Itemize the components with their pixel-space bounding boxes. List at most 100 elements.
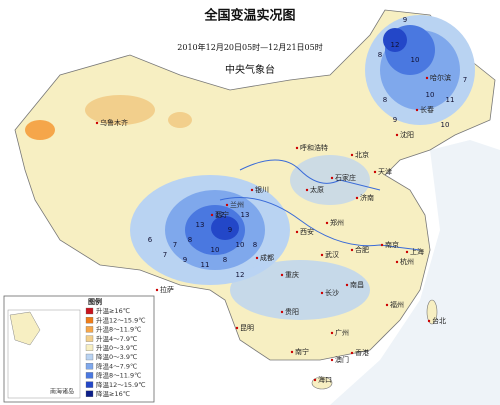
city-name: 杭州 — [400, 257, 414, 266]
city-dot — [295, 146, 299, 150]
city-dot — [350, 351, 354, 355]
map-value: 9 — [393, 116, 397, 124]
city-dot — [290, 350, 294, 354]
map-value: 10 — [426, 91, 435, 99]
map-value: 10 — [236, 241, 245, 249]
city-dot — [325, 221, 329, 225]
subtitle: 2010年12月20日05时—12月21日05时 — [177, 42, 322, 52]
city-dot — [280, 273, 284, 277]
legend-label: 升温≥16℃ — [96, 306, 130, 315]
legend-swatch — [85, 326, 94, 333]
city-name: 昆明 — [240, 324, 254, 332]
city-name: 澳门 — [335, 355, 349, 364]
map-value: 8 — [253, 241, 257, 249]
legend-title: 图例 — [88, 297, 102, 306]
city-name: 海口 — [318, 375, 332, 384]
city-name: 南京 — [385, 240, 399, 249]
city-name: 南昌 — [350, 280, 364, 289]
river — [219, 197, 421, 251]
legend: 南海诸岛 图例 升温≥16℃升温12～15.9℃升温8～11.9℃升温4～7.9… — [3, 295, 155, 403]
city-dot — [380, 243, 384, 247]
city-dot — [320, 253, 324, 257]
city-name: 银川 — [255, 185, 269, 194]
city-dot — [295, 230, 299, 234]
city-name: 南宁 — [295, 347, 309, 356]
inset-label: 南海诸岛 — [50, 388, 74, 396]
hainan — [311, 376, 333, 390]
legend-swatch — [85, 307, 94, 315]
cold-area — [230, 260, 370, 320]
map-value: 8 — [223, 256, 227, 264]
city-name: 北京 — [355, 150, 369, 159]
legend-swatch — [85, 381, 94, 388]
city-dot — [395, 133, 399, 137]
map-value: 7 — [173, 241, 177, 249]
city-dot — [330, 176, 334, 180]
city-name: 济南 — [360, 193, 374, 202]
city-name: 西安 — [300, 227, 314, 236]
city-dot — [415, 108, 419, 112]
legend-swatch — [85, 344, 94, 351]
taiwan — [426, 299, 438, 325]
legend-label: 升温0～3.9℃ — [96, 343, 137, 352]
city-name: 福州 — [390, 300, 404, 309]
city-dot — [320, 291, 324, 295]
city-name: 沈阳 — [400, 130, 414, 139]
city-name: 石家庄 — [335, 173, 356, 182]
legend-label: 降温≥16℃ — [96, 389, 130, 398]
city-name: 上海 — [410, 247, 424, 256]
city-name: 乌鲁木齐 — [100, 118, 128, 127]
legend-swatch — [85, 372, 94, 379]
city-name: 台北 — [432, 316, 446, 325]
city-name: 重庆 — [285, 270, 299, 279]
city-name: 郑州 — [330, 219, 344, 227]
city-dot — [155, 288, 159, 292]
city-dot — [345, 283, 349, 287]
city-dot — [225, 203, 229, 207]
city-dot — [330, 331, 334, 335]
map-value: 13 — [196, 221, 205, 229]
city-name: 长沙 — [325, 288, 339, 297]
city-dot — [425, 76, 429, 80]
city-dot — [405, 250, 409, 254]
city-dot — [280, 310, 284, 314]
legend-swatch — [85, 363, 94, 370]
legend-label: 升温12～15.9℃ — [96, 315, 146, 324]
city-dot — [95, 121, 99, 125]
map-value: 7 — [163, 251, 167, 259]
map-value: 10 — [441, 121, 450, 129]
map-value: 9 — [403, 16, 407, 24]
cold-area — [211, 216, 239, 240]
map-value: 12 — [391, 41, 400, 49]
city-dot — [210, 213, 214, 217]
city-name: 拉萨 — [160, 285, 174, 294]
city-dot — [427, 319, 431, 323]
city-name: 武汉 — [325, 250, 339, 259]
city-name: 成都 — [260, 253, 274, 262]
city-name: 长春 — [420, 105, 434, 114]
city-name: 天津 — [378, 168, 392, 176]
city-dot — [330, 358, 334, 362]
map-value: 10 — [211, 246, 220, 254]
map-value: 10 — [411, 56, 420, 64]
map-value: 11 — [201, 261, 210, 269]
city-dot — [255, 256, 259, 260]
city-name: 合肥 — [355, 245, 369, 254]
legend-label: 降温8～11.9℃ — [96, 371, 141, 380]
legend-label: 降温4～7.9℃ — [96, 361, 137, 370]
city-dot — [385, 303, 389, 307]
city-dot — [250, 188, 254, 192]
city-name: 香港 — [355, 348, 369, 357]
city-dot — [350, 153, 354, 157]
legend-label: 降温0～3.9℃ — [96, 352, 137, 361]
city-dot — [395, 260, 399, 264]
city-name: 西宁 — [215, 210, 229, 219]
cold-area — [290, 155, 370, 205]
city-name: 呼和浩特 — [300, 143, 328, 152]
map-value: 8 — [383, 96, 387, 104]
city-name: 兰州 — [230, 200, 244, 209]
map-value: 13 — [241, 211, 250, 219]
city-dot — [373, 170, 377, 174]
